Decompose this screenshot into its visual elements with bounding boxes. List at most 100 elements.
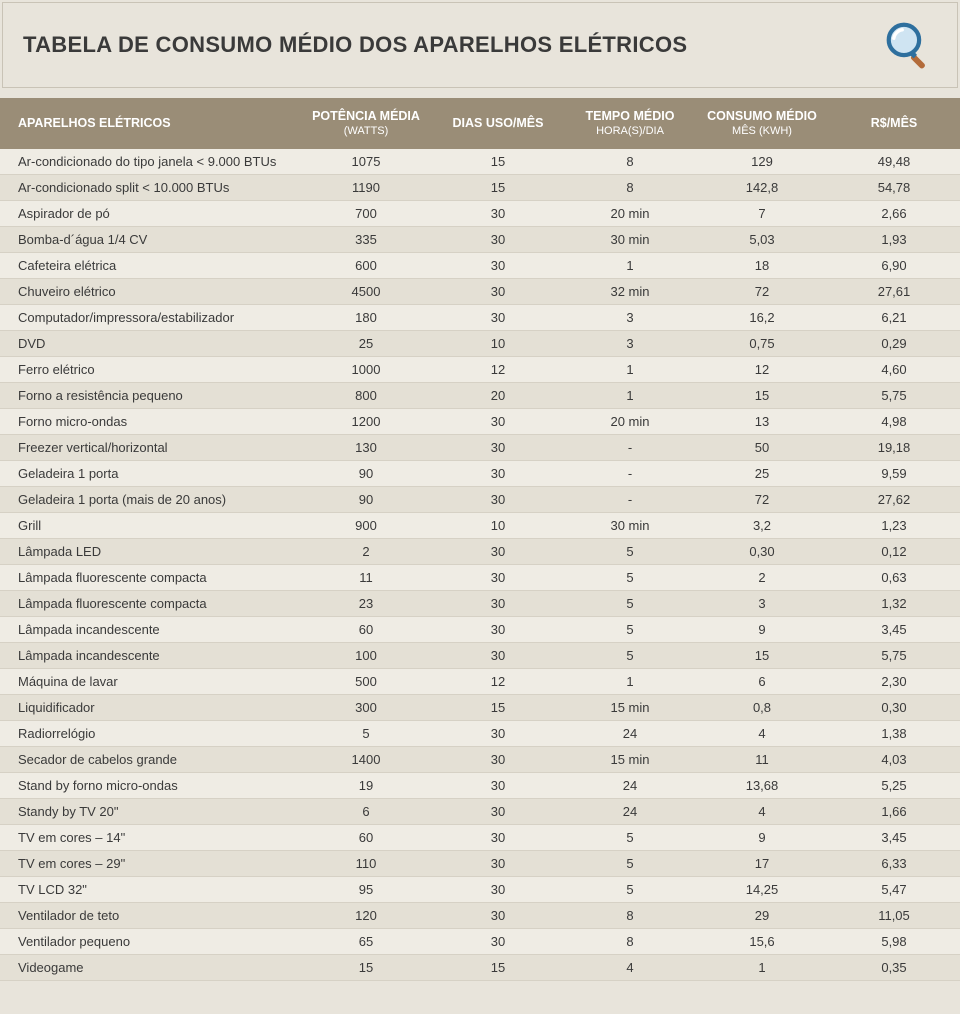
cell-value: 11 <box>696 746 828 772</box>
table-row: Ar-condicionado split < 10.000 BTUs11901… <box>0 174 960 200</box>
cell-appliance: Stand by forno micro-ondas <box>0 772 300 798</box>
table-row: Chuveiro elétrico45003032 min7227,61 <box>0 278 960 304</box>
cell-value: 130 <box>300 434 432 460</box>
cell-value: 30 <box>432 902 564 928</box>
cell-appliance: Lâmpada fluorescente compacta <box>0 564 300 590</box>
table-row: Ventilador de teto1203082911,05 <box>0 902 960 928</box>
table-row: Lâmpada fluorescente compacta1130520,63 <box>0 564 960 590</box>
cell-value: 30 <box>432 434 564 460</box>
cell-value: 15 min <box>564 746 696 772</box>
cell-value: 180 <box>300 304 432 330</box>
col-header-cost: R$/MÊS <box>828 98 960 149</box>
cell-value: 5,47 <box>828 876 960 902</box>
cell-value: 129 <box>696 149 828 175</box>
cell-value: 20 min <box>564 200 696 226</box>
cell-value: 0,35 <box>828 954 960 980</box>
table-body: Ar-condicionado do tipo janela < 9.000 B… <box>0 149 960 981</box>
cell-value: 3,2 <box>696 512 828 538</box>
cell-value: 5 <box>564 642 696 668</box>
cell-value: 0,75 <box>696 330 828 356</box>
cell-value: 30 <box>432 720 564 746</box>
table-row: Videogame1515410,35 <box>0 954 960 980</box>
cell-value: 30 <box>432 304 564 330</box>
cell-value: 50 <box>696 434 828 460</box>
table-row: Standy by TV 20"6302441,66 <box>0 798 960 824</box>
cell-value: 30 <box>432 278 564 304</box>
table-row: TV em cores – 29"110305176,33 <box>0 850 960 876</box>
cell-value: 72 <box>696 486 828 512</box>
cell-appliance: TV em cores – 29" <box>0 850 300 876</box>
table-row: Lâmpada LED23050,300,12 <box>0 538 960 564</box>
table-row: Forno a resistência pequeno800201155,75 <box>0 382 960 408</box>
table-row: TV em cores – 14"6030593,45 <box>0 824 960 850</box>
cell-appliance: Chuveiro elétrico <box>0 278 300 304</box>
cell-value: 30 min <box>564 226 696 252</box>
cell-appliance: Ventilador pequeno <box>0 928 300 954</box>
cell-value: 25 <box>696 460 828 486</box>
cell-value: 24 <box>564 720 696 746</box>
cell-value: 12 <box>432 356 564 382</box>
cell-value: 14,25 <box>696 876 828 902</box>
cell-value: 15 <box>696 382 828 408</box>
cell-value: 25 <box>300 330 432 356</box>
cell-value: 5,98 <box>828 928 960 954</box>
table-row: Computador/impressora/estabilizador18030… <box>0 304 960 330</box>
cell-value: 11 <box>300 564 432 590</box>
cell-value: 18 <box>696 252 828 278</box>
cell-value: 6 <box>300 798 432 824</box>
cell-value: 1 <box>564 382 696 408</box>
cell-value: 12 <box>696 356 828 382</box>
cell-appliance: Ferro elétrico <box>0 356 300 382</box>
cell-value: 30 <box>432 408 564 434</box>
consumption-table: APARELHOS ELÉTRICOS POTÊNCIA MÉDIA(WATTS… <box>0 98 960 981</box>
cell-appliance: TV em cores – 14" <box>0 824 300 850</box>
cell-appliance: Ventilador de teto <box>0 902 300 928</box>
cell-value: 5 <box>564 850 696 876</box>
cell-value: 5 <box>564 590 696 616</box>
cell-value: 9 <box>696 616 828 642</box>
cell-value: 30 <box>432 616 564 642</box>
cell-value: 11,05 <box>828 902 960 928</box>
cell-value: 5,75 <box>828 382 960 408</box>
cell-appliance: Geladeira 1 porta <box>0 460 300 486</box>
cell-value: 110 <box>300 850 432 876</box>
cell-value: 3,45 <box>828 824 960 850</box>
table-row: Ventilador pequeno6530815,65,98 <box>0 928 960 954</box>
cell-value: 5 <box>564 564 696 590</box>
cell-value: 500 <box>300 668 432 694</box>
cell-value: 4 <box>696 720 828 746</box>
cell-value: 15 <box>432 149 564 175</box>
cell-appliance: Cafeteira elétrica <box>0 252 300 278</box>
page-title: TABELA DE CONSUMO MÉDIO DOS APARELHOS EL… <box>23 32 687 58</box>
cell-value: 27,61 <box>828 278 960 304</box>
cell-value: 3 <box>564 304 696 330</box>
cell-value: 0,30 <box>828 694 960 720</box>
table-row: Freezer vertical/horizontal13030-5019,18 <box>0 434 960 460</box>
cell-value: 0,8 <box>696 694 828 720</box>
cell-appliance: DVD <box>0 330 300 356</box>
cell-value: 49,48 <box>828 149 960 175</box>
cell-value: 1 <box>564 252 696 278</box>
cell-value: 24 <box>564 798 696 824</box>
cell-value: 15 <box>696 642 828 668</box>
cell-value: 1 <box>564 668 696 694</box>
cell-appliance: Máquina de lavar <box>0 668 300 694</box>
cell-value: 5,03 <box>696 226 828 252</box>
cell-value: 1 <box>564 356 696 382</box>
cell-value: 54,78 <box>828 174 960 200</box>
cell-value: 10 <box>432 330 564 356</box>
cell-appliance: Lâmpada LED <box>0 538 300 564</box>
cell-value: 1000 <box>300 356 432 382</box>
cell-value: 30 <box>432 538 564 564</box>
cell-value: 65 <box>300 928 432 954</box>
cell-value: 72 <box>696 278 828 304</box>
cell-value: 142,8 <box>696 174 828 200</box>
cell-value: 30 <box>432 486 564 512</box>
cell-value: 3,45 <box>828 616 960 642</box>
cell-appliance: Lâmpada incandescente <box>0 616 300 642</box>
cell-appliance: TV LCD 32" <box>0 876 300 902</box>
cell-value: 17 <box>696 850 828 876</box>
cell-appliance: Forno a resistência pequeno <box>0 382 300 408</box>
cell-value: 30 <box>432 564 564 590</box>
cell-value: 600 <box>300 252 432 278</box>
